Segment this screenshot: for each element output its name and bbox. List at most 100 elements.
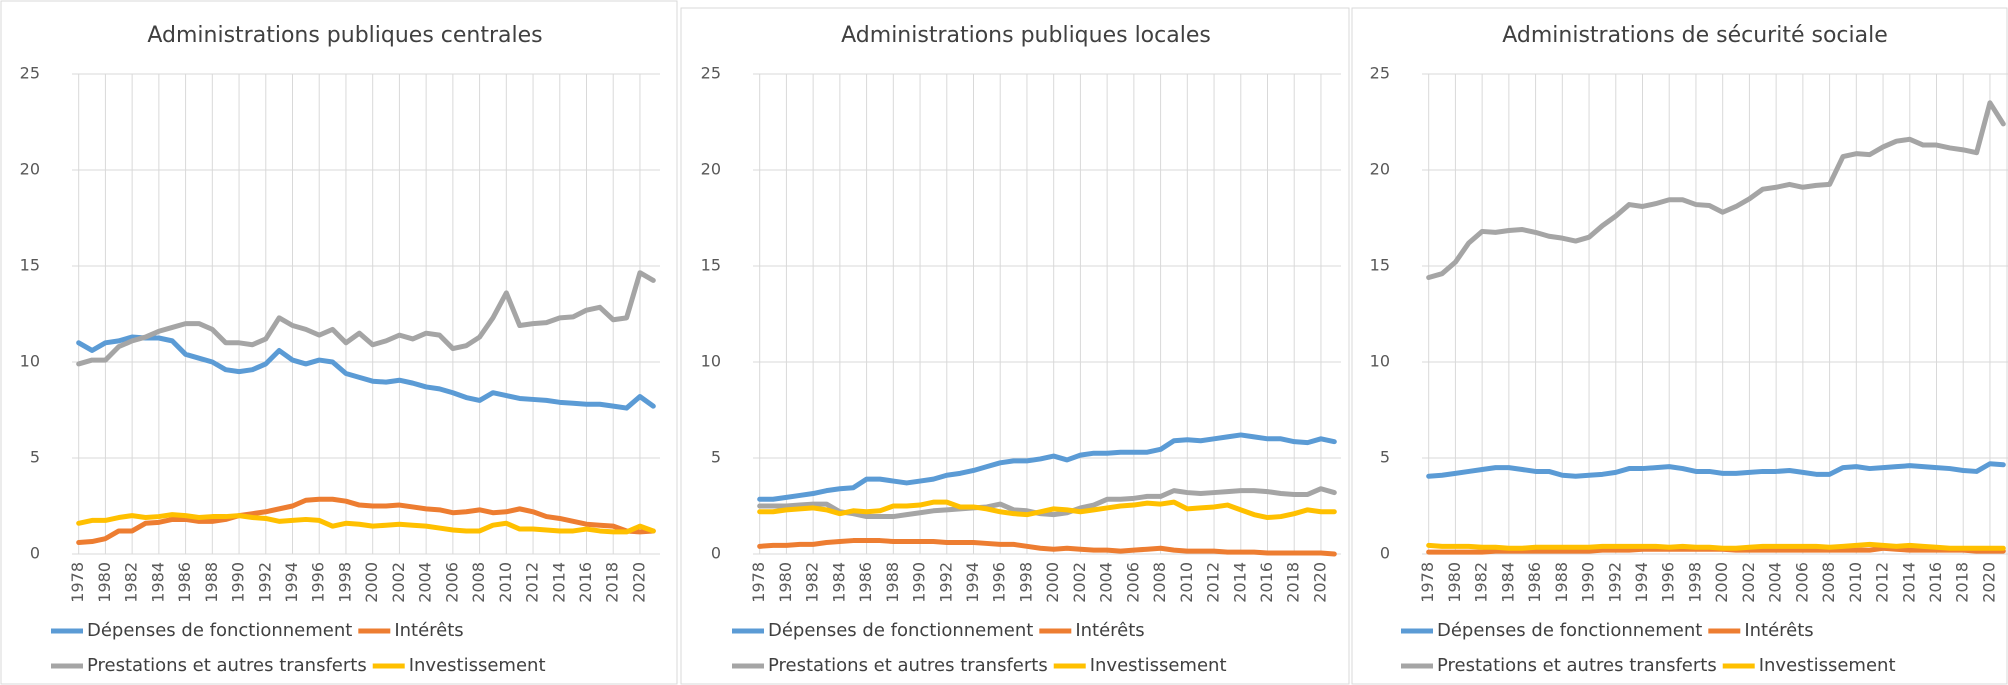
- x-tick-label: 1994: [282, 562, 301, 603]
- x-tick-label: 1990: [910, 562, 929, 603]
- legend-label: Dépenses de fonctionnement: [1437, 620, 1702, 641]
- x-tick-label: 2006: [1123, 562, 1142, 603]
- x-tick-label: 1984: [829, 562, 848, 603]
- x-tick-label: 1992: [255, 562, 274, 603]
- series-line: [757, 486, 1337, 520]
- legend-label: Dépenses de fonctionnement: [768, 620, 1033, 641]
- y-tick-label: 5: [30, 448, 40, 467]
- y-tick-label: 0: [30, 544, 40, 563]
- x-tick-label: 2004: [1097, 562, 1116, 603]
- legend-label: Prestations et autres transferts: [1437, 655, 1717, 676]
- legend-label: Prestations et autres transferts: [768, 655, 1048, 676]
- x-tick-label: 2012: [1204, 562, 1223, 603]
- legend-label: Intérêts: [394, 620, 463, 641]
- y-tick-label: 25: [20, 64, 40, 83]
- series-line: [757, 538, 1337, 557]
- x-tick-label: 2016: [576, 562, 595, 603]
- x-tick-label: 1996: [1659, 562, 1678, 603]
- x-tick-label: 1982: [803, 562, 822, 603]
- x-tick-label: 2008: [469, 562, 488, 603]
- series-line: [76, 496, 656, 545]
- legend-label: Intérêts: [1075, 620, 1144, 641]
- x-tick-label: 2012: [523, 562, 542, 603]
- panel-border: [1351, 7, 2008, 685]
- x-tick-label: 2018: [1284, 562, 1303, 603]
- x-tick-label: 1994: [1632, 562, 1651, 603]
- chart: Administrations de sécurité sociale 0 5 10 1…: [1370, 23, 2008, 676]
- x-tick-label: 1978: [68, 562, 87, 603]
- x-tick-label: 1980: [1445, 562, 1464, 603]
- x-tick-label: 1982: [1472, 562, 1491, 603]
- legend-label: Investissement: [1090, 655, 1227, 676]
- x-tick-label: 1998: [335, 562, 354, 603]
- y-tick-label: 5: [1380, 448, 1390, 467]
- x-tick-label: 1986: [1525, 562, 1544, 603]
- x-tick-label: 1998: [1016, 562, 1035, 603]
- x-tick-label: 2018: [603, 562, 622, 603]
- chart-title: Administrations publiques centrales: [147, 23, 542, 48]
- x-tick-label: 1992: [936, 562, 955, 603]
- y-tick-label: 15: [1370, 256, 1390, 275]
- x-tick-label: 1998: [1685, 562, 1704, 603]
- y-tick-label: 25: [701, 64, 721, 83]
- series-line: [76, 334, 656, 411]
- y-tick-label: 5: [711, 448, 721, 467]
- x-tick-label: 1990: [229, 562, 248, 603]
- x-tick-label: 2012: [1873, 562, 1892, 603]
- x-tick-label: 1988: [202, 562, 221, 603]
- x-tick-label: 2018: [1953, 562, 1972, 603]
- y-tick-label: 15: [20, 256, 40, 275]
- x-tick-label: 2010: [1846, 562, 1865, 603]
- x-tick-label: 1994: [963, 562, 982, 603]
- x-tick-label: 2010: [1177, 562, 1196, 603]
- x-tick-label: 2002: [1739, 562, 1758, 603]
- x-tick-label: 1978: [749, 562, 768, 603]
- series-line: [1426, 100, 2006, 281]
- legend-label: Intérêts: [1744, 620, 1813, 641]
- x-tick-label: 2014: [1230, 562, 1249, 603]
- legend-label: Dépenses de fonctionnement: [87, 620, 352, 641]
- chart-title: Administrations publiques locales: [841, 23, 1211, 48]
- x-tick-label: 2020: [1979, 562, 1998, 603]
- x-tick-label: 2016: [1926, 562, 1945, 603]
- panel-border: [680, 7, 1350, 685]
- x-tick-label: 1996: [990, 562, 1009, 603]
- x-tick-label: 2006: [442, 562, 461, 603]
- y-tick-label: 10: [1370, 352, 1390, 371]
- x-tick-label: 2000: [1712, 562, 1731, 603]
- x-tick-label: 2004: [416, 562, 435, 603]
- series-line: [1426, 461, 2006, 479]
- x-tick-label: 1984: [148, 562, 167, 603]
- x-tick-label: 1996: [309, 562, 328, 603]
- y-tick-label: 0: [1380, 544, 1390, 563]
- x-tick-label: 2006: [1792, 562, 1811, 603]
- legend-label: Prestations et autres transferts: [87, 655, 367, 676]
- x-tick-label: 1988: [1552, 562, 1571, 603]
- series-line: [757, 499, 1337, 521]
- x-tick-label: 2008: [1150, 562, 1169, 603]
- x-tick-label: 1982: [122, 562, 141, 603]
- x-tick-label: 2020: [629, 562, 648, 603]
- x-tick-label: 1992: [1605, 562, 1624, 603]
- y-tick-label: 10: [20, 352, 40, 371]
- x-tick-label: 2016: [1257, 562, 1276, 603]
- x-tick-label: 1990: [1579, 562, 1598, 603]
- y-tick-label: 10: [701, 352, 721, 371]
- y-tick-label: 20: [20, 160, 40, 179]
- chart: Administrations publiques locales 0 5 10 15 2…: [701, 23, 1341, 676]
- y-tick-label: 20: [701, 160, 721, 179]
- x-tick-label: 1984: [1498, 562, 1517, 603]
- series-line: [76, 270, 656, 367]
- y-tick-label: 20: [1370, 160, 1390, 179]
- x-tick-label: 1978: [1418, 562, 1437, 603]
- x-tick-label: 1980: [95, 562, 114, 603]
- x-tick-label: 2008: [1819, 562, 1838, 603]
- x-tick-label: 1988: [883, 562, 902, 603]
- x-tick-label: 2014: [549, 562, 568, 603]
- chart-title: Administrations de sécurité sociale: [1502, 23, 1888, 48]
- x-tick-label: 2002: [1070, 562, 1089, 603]
- chart: Administrations publiques centrales 0 5 10 1…: [20, 23, 660, 676]
- series-line: [1426, 541, 2006, 551]
